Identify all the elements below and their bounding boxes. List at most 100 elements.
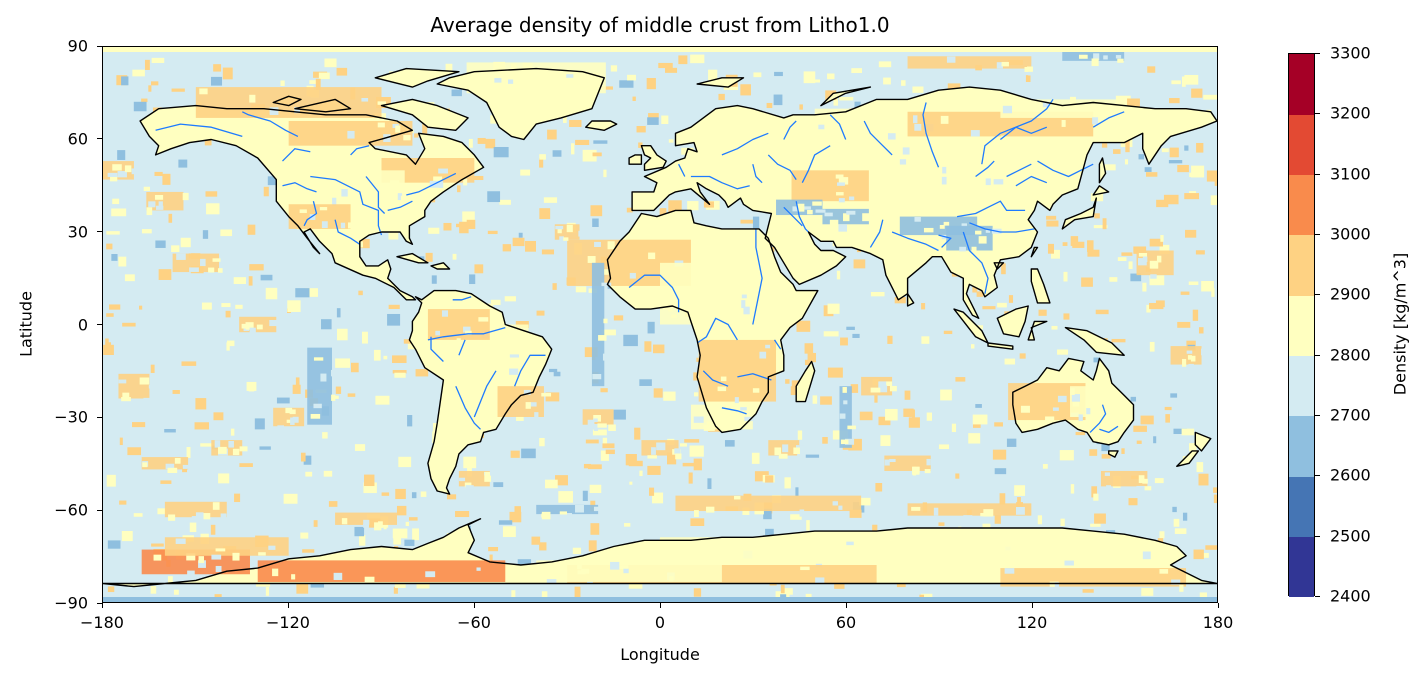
- density-cell: [1214, 181, 1217, 186]
- density-cell: [433, 176, 443, 181]
- density-cell: [1091, 486, 1098, 498]
- density-cell: [884, 459, 890, 466]
- density-cell: [1060, 518, 1065, 527]
- density-cell: [926, 412, 933, 421]
- density-cell: [547, 129, 557, 140]
- density-cell: [186, 553, 196, 561]
- density-cell: [106, 243, 113, 250]
- density-cell: [396, 505, 407, 516]
- density-cell: [875, 483, 883, 492]
- density-cell: [588, 540, 597, 552]
- density-cell: [1018, 556, 1025, 564]
- density-cell: [435, 330, 441, 336]
- density-cell: [268, 545, 276, 550]
- density-cell: [952, 538, 958, 545]
- density-cell: [1009, 179, 1016, 186]
- density-cell: [107, 586, 115, 593]
- density-cell: [445, 63, 453, 75]
- density-cell: [807, 352, 817, 363]
- density-cell: [682, 462, 698, 467]
- density-cell: [1090, 193, 1104, 202]
- density-cell: [285, 407, 293, 414]
- density-cell: [690, 54, 705, 64]
- density-cell: [485, 138, 496, 149]
- density-region: [195, 87, 382, 118]
- density-region: [1100, 470, 1148, 487]
- density-cell: [431, 275, 437, 284]
- density-cell: [121, 397, 131, 402]
- coastline-philippines: [1030, 268, 1051, 304]
- density-region: [288, 204, 351, 229]
- density-cell: [106, 313, 114, 317]
- density-cell: [623, 568, 629, 574]
- density-cell: [946, 56, 956, 63]
- density-region: [1000, 568, 1187, 587]
- density-cell: [425, 571, 436, 578]
- density-cell: [324, 58, 337, 68]
- density-cell: [1190, 355, 1196, 362]
- density-cell: [1142, 478, 1148, 484]
- density-cell: [959, 246, 966, 252]
- density-cell: [1037, 515, 1043, 525]
- coastline-madagascar: [795, 360, 816, 403]
- density-cell: [195, 398, 207, 410]
- density-cell: [1064, 560, 1074, 566]
- river-line: [334, 219, 361, 245]
- river-line: [737, 373, 772, 381]
- colorbar-tick-label: 3000: [1330, 224, 1371, 244]
- density-cell: [997, 302, 1007, 308]
- river-line: [1092, 111, 1125, 128]
- density-cell: [1070, 236, 1079, 246]
- density-cell: [629, 272, 636, 279]
- density-cell: [593, 140, 608, 144]
- density-cell: [558, 491, 573, 503]
- colorbar-segment: [1289, 416, 1314, 477]
- density-cell: [887, 133, 896, 140]
- density-cell: [1141, 588, 1154, 596]
- land-borneo: [997, 306, 1029, 337]
- density-cell: [838, 505, 843, 510]
- density-cell: [1180, 291, 1190, 295]
- density-region: [861, 376, 893, 396]
- density-cell: [678, 545, 688, 553]
- density-cell: [309, 80, 319, 84]
- density-cell: [985, 229, 990, 233]
- density-cell: [150, 585, 157, 594]
- density-cell: [1038, 309, 1047, 316]
- density-cell: [1128, 261, 1133, 270]
- density-cell: [914, 217, 921, 222]
- density-cell: [456, 338, 461, 343]
- density-cell: [141, 229, 152, 234]
- density-cell: [408, 517, 418, 521]
- density-cell: [797, 203, 805, 212]
- density-cell: [717, 386, 727, 392]
- coastline-new-zealand-north: [1194, 431, 1212, 452]
- density-cell: [649, 487, 655, 496]
- density-cell: [575, 504, 584, 513]
- density-cell: [1081, 277, 1093, 287]
- density-cell: [1138, 475, 1145, 484]
- density-cell: [189, 267, 199, 272]
- density-cell: [287, 300, 301, 313]
- y-tick-label: 0: [77, 315, 88, 334]
- density-cell: [829, 219, 839, 226]
- density-cell: [820, 396, 832, 405]
- density-cell: [552, 283, 557, 290]
- density-cell: [583, 463, 592, 469]
- density-cell: [388, 304, 400, 309]
- density-cell: [899, 159, 907, 165]
- density-cell: [795, 445, 805, 453]
- density-cell: [994, 468, 1007, 475]
- density-cell: [415, 369, 429, 377]
- density-cell: [926, 458, 931, 466]
- density-cell: [874, 395, 878, 403]
- density-cell: [799, 104, 803, 110]
- river-line: [455, 385, 481, 430]
- density-cell: [127, 447, 142, 456]
- density-cell: [383, 355, 388, 360]
- density-cell: [181, 361, 197, 366]
- density-cell: [1014, 485, 1026, 496]
- density-cell: [523, 389, 531, 395]
- density-cell: [555, 475, 568, 486]
- density-cell: [975, 404, 982, 408]
